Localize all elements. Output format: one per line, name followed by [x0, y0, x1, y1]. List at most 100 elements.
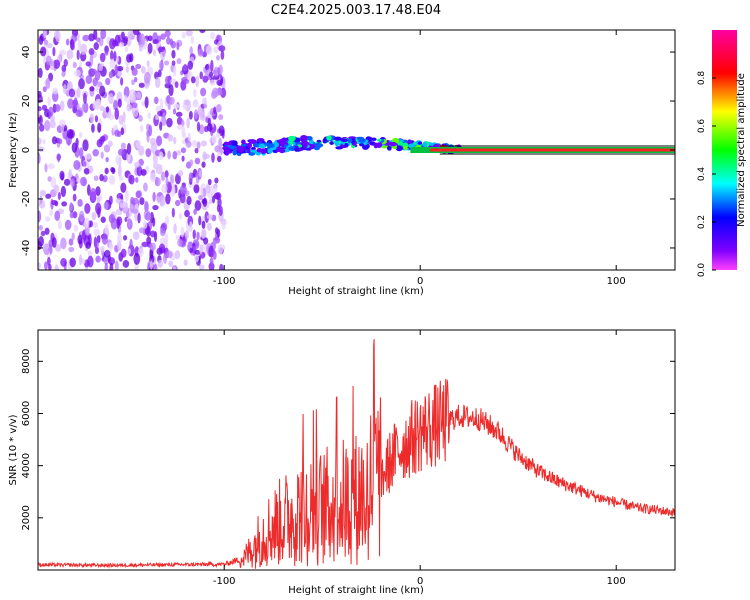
spectrogram-xlabel: Height of straight line (km) — [288, 286, 424, 297]
spectrogram-cell — [152, 39, 159, 45]
spectrogram-cell — [96, 196, 101, 204]
spectrogram-cell — [117, 71, 123, 77]
spectrogram-cell — [152, 49, 156, 57]
spectrogram-cell — [88, 33, 95, 42]
spectrogram-cell — [199, 112, 206, 121]
spectrogram-cell — [192, 229, 196, 240]
spectrogram-cell — [149, 242, 157, 251]
spectrogram-cell — [149, 172, 157, 183]
spectrogram-cell — [38, 224, 43, 231]
spectrogram-cell — [104, 224, 109, 237]
spectrogram-cell — [89, 220, 94, 228]
spectrogram-cell — [194, 147, 199, 154]
spectrogram-cell — [109, 262, 114, 270]
spectrogram-cell — [65, 38, 70, 46]
spectrogram-cell — [202, 197, 208, 207]
spectrogram-cell — [108, 140, 113, 148]
spectrogram-cell — [371, 137, 377, 142]
spectrogram-cell — [92, 148, 99, 157]
spectrogram-cell — [162, 253, 168, 264]
spectrogram-cell — [329, 141, 335, 145]
snr-panel: -100 0 100 2000 4000 6000 8000 Height of strai… — [8, 329, 676, 596]
spectrogram-cell — [158, 151, 164, 161]
spectrogram-cell — [215, 88, 223, 96]
spectrogram-cell — [206, 123, 213, 132]
spectrogram-cell — [396, 145, 402, 150]
x-tick-label: 0 — [417, 276, 423, 287]
spectrogram-cell — [389, 141, 397, 147]
spectrogram-cell — [94, 70, 101, 81]
spectrogram-cell — [49, 119, 56, 129]
spectrogram-cell — [214, 227, 219, 235]
spectrogram-cell — [212, 239, 217, 250]
spectrogram-cell — [133, 161, 141, 168]
spectrogram-cell — [53, 184, 60, 194]
snr-series-line — [38, 338, 675, 569]
spectrogram-cell — [152, 191, 156, 202]
spectrogram-cell — [173, 136, 177, 145]
spectrogram-cell — [196, 121, 201, 132]
spectrogram-cell — [198, 215, 202, 226]
spectrogram-cell — [38, 146, 45, 153]
spectrogram-cell — [63, 84, 67, 95]
spectrogram-cell — [206, 44, 213, 56]
spectrogram-cell — [136, 165, 143, 177]
spectrogram-cell — [97, 122, 102, 133]
spectrogram-cell — [138, 82, 145, 88]
spectrogram-cell — [78, 254, 83, 266]
spectrogram-cell — [251, 146, 256, 151]
spectrogram-cell — [417, 141, 423, 145]
spectrogram-cell — [216, 79, 223, 86]
spectrogram-cell — [120, 248, 127, 258]
spectrogram-cell — [218, 125, 225, 137]
spectrogram-cell — [84, 203, 91, 214]
spectrogram-cell — [185, 140, 192, 148]
spectrogram-cell — [159, 200, 164, 207]
snr-frame — [37, 329, 676, 571]
spectrogram-cell — [206, 214, 213, 220]
spectrogram-cell — [113, 99, 119, 111]
spectrogram-cell — [82, 139, 89, 152]
spectrogram-cell — [85, 75, 93, 85]
spectrogram-cell — [209, 71, 213, 79]
spectrogram-cell — [45, 193, 52, 199]
spectrogram-cell — [68, 238, 74, 246]
spectrogram-cell — [92, 221, 99, 229]
spectrogram-cell — [131, 67, 138, 76]
spectrogram-cell — [135, 190, 142, 199]
spectrogram-cell — [47, 256, 51, 266]
spectrogram-cell — [204, 211, 210, 223]
spectrogram-cell — [194, 157, 201, 165]
spectrogram-cell — [115, 154, 122, 166]
spectrogram-cell — [160, 97, 164, 110]
spectrogram-cell — [197, 105, 202, 117]
spectrogram-cell — [75, 109, 83, 117]
spectrogram-cell — [213, 184, 218, 195]
colorbar-tick-label: 0.4 — [697, 167, 707, 182]
y-tick-label: -40 — [21, 240, 32, 256]
spectrogram-cell — [110, 50, 114, 61]
spectrogram-cell — [181, 131, 187, 139]
spectrogram-cell — [314, 144, 320, 149]
spectrogram-cell — [161, 183, 168, 194]
spectrogram-cell — [187, 60, 194, 70]
spectrogram-cell — [157, 259, 163, 268]
spectrogram-cell — [94, 115, 99, 123]
spectrogram-cell — [183, 63, 188, 72]
spectrogram-cell — [155, 114, 160, 121]
spectrogram-cell — [128, 174, 135, 185]
spectrogram-cell — [212, 74, 220, 80]
spectrogram-cell — [218, 45, 226, 52]
spectrogram-cell — [86, 184, 91, 196]
spectrogram-cell — [193, 109, 198, 120]
spectrogram-cell — [42, 138, 46, 145]
spectrogram-cell — [223, 141, 230, 146]
spectrogram-cell — [68, 168, 72, 178]
spectrogram-cell — [183, 259, 188, 266]
spectrogram-cell — [403, 145, 408, 151]
spectrogram-cell — [195, 75, 200, 88]
spectrogram-cell — [139, 197, 145, 205]
spectrogram-cell — [120, 142, 126, 150]
spectrogram-cell — [61, 201, 68, 207]
spectrogram-cell — [95, 255, 101, 263]
